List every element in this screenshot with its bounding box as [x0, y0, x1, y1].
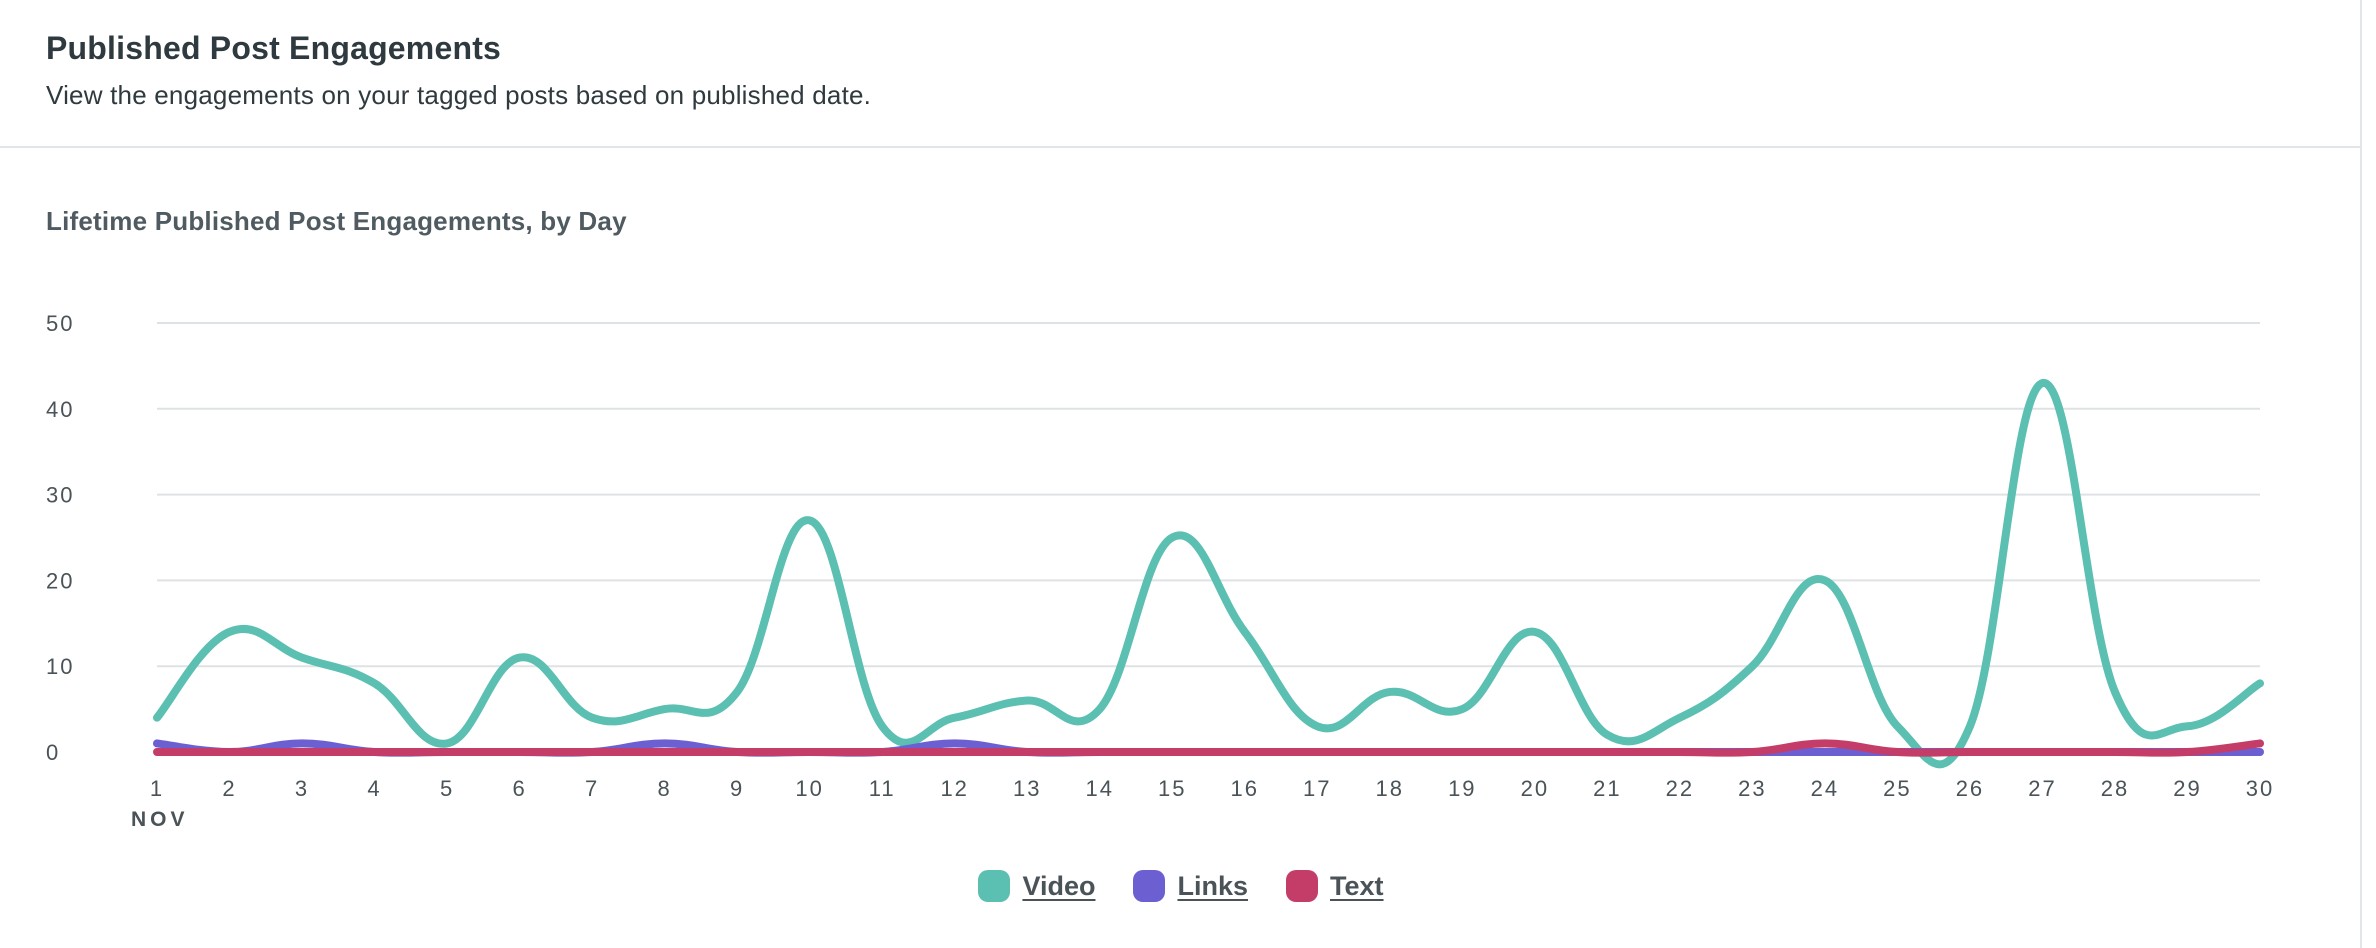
series-line-text [153, 739, 2264, 757]
legend-swatch [978, 870, 1011, 902]
page-subtitle: View the engagements on your tagged post… [46, 80, 872, 110]
x-tick-label: 30 [2246, 776, 2274, 801]
x-tick-label: 23 [1738, 776, 1766, 801]
x-tick-label: 18 [1376, 776, 1404, 801]
x-tick-label: 28 [2101, 776, 2129, 801]
x-tick-label: 25 [1883, 776, 1911, 801]
x-tick-label: 9 [730, 776, 744, 801]
x-tick-label: 21 [1593, 776, 1621, 801]
x-tick-label: 22 [1666, 776, 1694, 801]
x-tick-label: 13 [1013, 776, 1041, 801]
legend-label: Links [1177, 870, 1249, 901]
x-tick-label: 11 [869, 776, 896, 801]
legend-item-links[interactable]: Links [1133, 870, 1248, 902]
x-tick-label: 20 [1521, 776, 1549, 801]
x-tick-label: 17 [1303, 776, 1331, 801]
legend-label: Video [1022, 870, 1096, 901]
x-tick-label: 24 [1811, 776, 1839, 801]
x-tick-label: 26 [1956, 776, 1984, 801]
x-tick-label: 19 [1448, 776, 1476, 801]
x-tick-label: 6 [512, 776, 526, 801]
x-tick-label: 10 [795, 776, 823, 801]
chart-legend: Video Links Text [0, 870, 2362, 902]
y-tick-label: 50 [46, 311, 74, 336]
legend-item-text[interactable]: Text [1286, 870, 1384, 902]
x-tick-label: 3 [295, 776, 309, 801]
x-tick-label: 14 [1085, 776, 1113, 801]
y-tick-label: 0 [46, 740, 60, 765]
legend-swatch [1286, 870, 1319, 902]
x-month-label: NOV [131, 808, 189, 831]
y-tick-label: 30 [46, 483, 74, 508]
x-tick-label: 27 [2028, 776, 2056, 801]
x-tick-label: 29 [2173, 776, 2201, 801]
y-tick-label: 20 [46, 568, 74, 593]
x-tick-label: 8 [657, 776, 671, 801]
x-tick-label: 1 [150, 776, 164, 801]
series-line-video [153, 379, 2264, 769]
y-tick-label: 40 [46, 397, 74, 422]
y-tick-label: 10 [46, 654, 74, 679]
legend-item-video[interactable]: Video [978, 870, 1095, 902]
page-title: Published Post Engagements [46, 30, 502, 66]
legend-swatch [1133, 870, 1166, 902]
x-tick-label: 16 [1231, 776, 1259, 801]
x-tick-label: 2 [222, 776, 236, 801]
legend-label: Text [1330, 870, 1384, 901]
card-header: Published Post Engagements View the enga… [0, 0, 2360, 148]
x-tick-label: 15 [1158, 776, 1186, 801]
x-tick-label: 7 [585, 776, 599, 801]
chart-title: Lifetime Published Post Engagements, by … [46, 206, 627, 236]
x-tick-label: 4 [367, 776, 381, 801]
x-tick-label: 5 [440, 776, 454, 801]
x-tick-label: 12 [940, 776, 968, 801]
